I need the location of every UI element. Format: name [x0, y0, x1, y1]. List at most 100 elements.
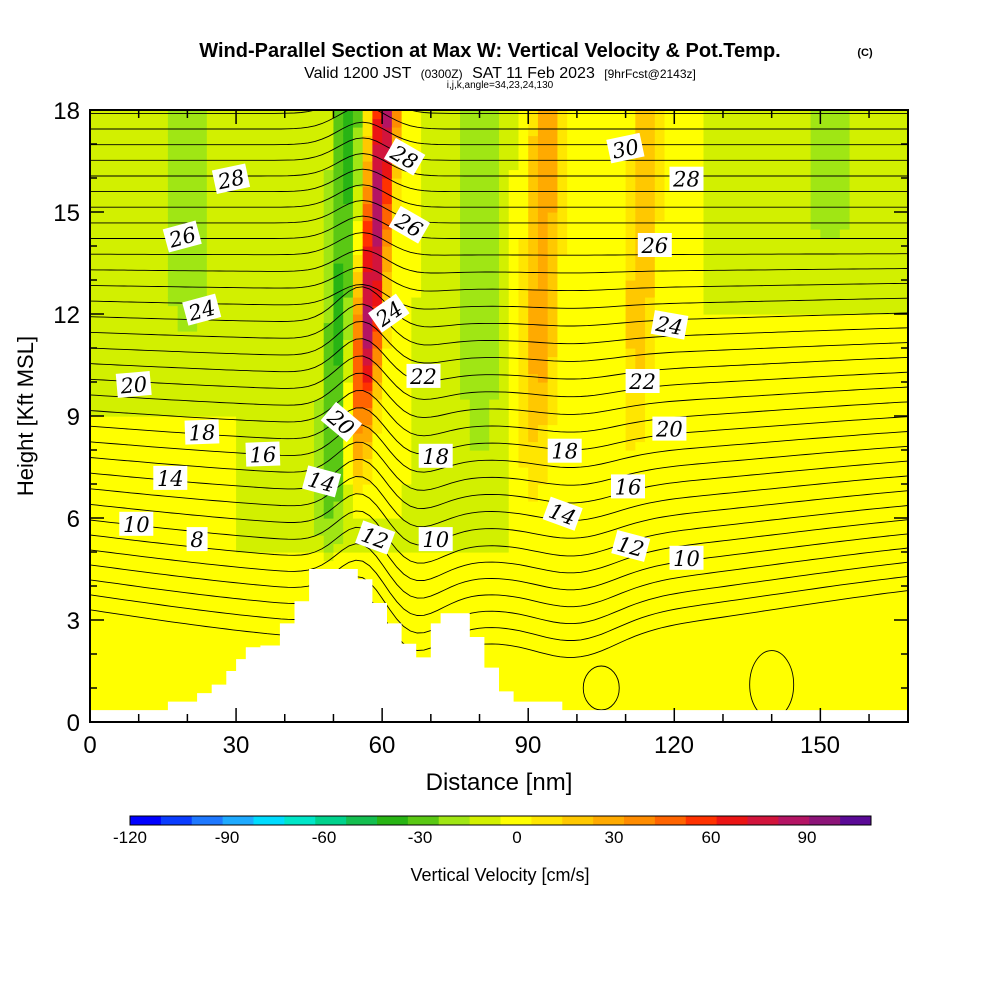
- velocity-cell: [713, 203, 724, 213]
- velocity-cell: [645, 492, 656, 502]
- velocity-cell: [469, 450, 481, 460]
- velocity-cell: [703, 237, 714, 247]
- velocity-cell: [333, 382, 344, 392]
- velocity-cell: [284, 509, 296, 519]
- velocity-cell: [206, 407, 218, 417]
- velocity-cell: [245, 271, 257, 281]
- velocity-cell: [245, 365, 257, 375]
- velocity-cell: [752, 543, 763, 553]
- velocity-cell: [255, 620, 266, 630]
- velocity-cell: [236, 433, 247, 443]
- velocity-cell: [518, 467, 529, 477]
- velocity-cell: [411, 110, 422, 120]
- velocity-cell: [148, 280, 159, 290]
- velocity-cell: [469, 552, 481, 562]
- velocity-cell: [323, 254, 335, 264]
- velocity-cell: [450, 594, 461, 604]
- velocity-cell: [752, 433, 763, 443]
- velocity-cell: [401, 271, 412, 281]
- velocity-cell: [586, 186, 597, 196]
- velocity-cell: [625, 611, 636, 621]
- velocity-cell: [469, 322, 481, 332]
- velocity-cell: [236, 577, 247, 587]
- velocity-cell: [382, 458, 393, 468]
- velocity-cell: [109, 365, 120, 375]
- velocity-cell: [489, 212, 500, 222]
- velocity-cell: [372, 322, 383, 332]
- velocity-cell: [421, 484, 432, 494]
- velocity-cell: [177, 569, 188, 579]
- velocity-cell: [567, 424, 578, 434]
- velocity-cell: [90, 475, 101, 485]
- velocity-cell: [508, 212, 520, 222]
- velocity-cell: [645, 390, 656, 400]
- velocity-cell: [625, 416, 636, 426]
- velocity-cell: [489, 356, 500, 366]
- velocity-cell: [606, 237, 617, 247]
- velocity-cell: [460, 280, 471, 290]
- velocity-cell: [586, 110, 597, 120]
- velocity-cell: [596, 118, 607, 128]
- velocity-cell: [430, 203, 442, 213]
- velocity-cell: [343, 237, 354, 247]
- velocity-cell: [450, 263, 461, 273]
- velocity-cell: [713, 475, 724, 485]
- velocity-cell: [372, 492, 383, 502]
- velocity-cell: [450, 603, 461, 613]
- velocity-cell: [674, 305, 685, 315]
- velocity-cell: [703, 348, 714, 358]
- velocity-cell: [333, 178, 344, 188]
- velocity-cell: [508, 399, 520, 409]
- velocity-cell: [216, 161, 227, 171]
- velocity-cell: [537, 110, 549, 120]
- velocity-cell: [528, 637, 539, 647]
- velocity-cell: [625, 586, 636, 596]
- velocity-cell: [693, 186, 705, 196]
- velocity-cell: [187, 611, 198, 621]
- velocity-cell: [576, 348, 588, 358]
- velocity-cell: [722, 127, 734, 137]
- velocity-cell: [742, 365, 753, 375]
- velocity-cell: [625, 662, 636, 672]
- velocity-cell: [732, 178, 744, 188]
- velocity-cell: [722, 322, 734, 332]
- velocity-cell: [421, 331, 432, 341]
- velocity-cell: [615, 501, 627, 511]
- velocity-cell: [528, 203, 539, 213]
- velocity-cell: [576, 297, 588, 307]
- velocity-cell: [187, 356, 198, 366]
- velocity-cell: [450, 492, 461, 502]
- velocity-cell: [615, 263, 627, 273]
- velocity-cell: [742, 373, 753, 383]
- velocity-cell: [752, 458, 763, 468]
- velocity-cell: [674, 390, 685, 400]
- velocity-cell: [90, 118, 101, 128]
- velocity-cell: [586, 322, 597, 332]
- velocity-cell: [245, 110, 257, 120]
- velocity-cell: [732, 620, 744, 630]
- velocity-cell: [197, 186, 208, 196]
- velocity-cell: [645, 450, 656, 460]
- velocity-cell: [537, 526, 549, 536]
- velocity-cell: [304, 178, 315, 188]
- velocity-cell: [518, 297, 529, 307]
- velocity-cell: [206, 603, 218, 613]
- velocity-cell: [645, 560, 656, 570]
- velocity-cell: [469, 110, 481, 120]
- velocity-cell: [499, 390, 510, 400]
- velocity-cell: [499, 458, 510, 468]
- velocity-cell: [362, 433, 374, 443]
- velocity-cell: [382, 441, 393, 451]
- velocity-cell: [216, 509, 227, 519]
- velocity-cell: [567, 263, 578, 273]
- velocity-cell: [401, 569, 412, 579]
- velocity-cell: [109, 645, 120, 655]
- velocity-cell: [109, 611, 120, 621]
- velocity-cell: [469, 509, 481, 519]
- velocity-cell: [401, 297, 412, 307]
- velocity-cell: [99, 662, 111, 672]
- velocity-cell: [528, 628, 539, 638]
- velocity-cell: [206, 535, 218, 545]
- velocity-cell: [596, 569, 607, 579]
- velocity-cell: [206, 441, 218, 451]
